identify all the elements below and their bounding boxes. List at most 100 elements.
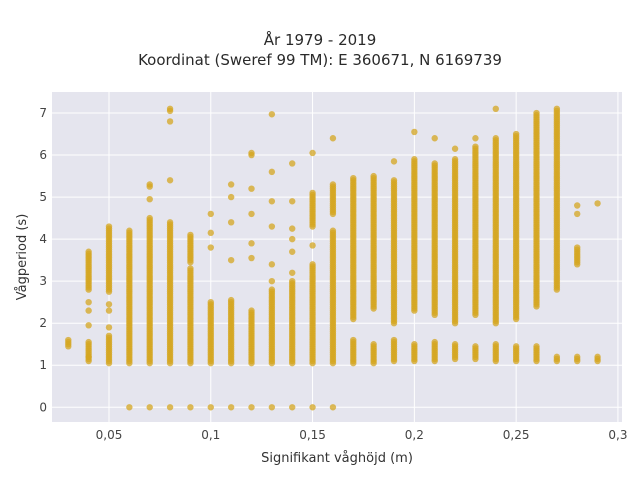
data-point bbox=[105, 307, 113, 314]
data-point bbox=[227, 296, 235, 304]
y-tick-label: 1 bbox=[39, 358, 47, 372]
data-point bbox=[492, 135, 499, 142]
data-point bbox=[329, 135, 337, 142]
data-point bbox=[472, 143, 479, 150]
y-tick-label: 3 bbox=[39, 274, 47, 288]
data-point bbox=[309, 242, 316, 249]
data-point bbox=[411, 128, 418, 136]
data-point bbox=[227, 404, 235, 411]
data-point bbox=[553, 105, 561, 113]
data-point bbox=[187, 265, 194, 272]
data-point bbox=[85, 307, 92, 314]
data-point bbox=[472, 135, 479, 142]
data-point bbox=[451, 156, 459, 163]
data-point bbox=[268, 286, 276, 293]
x-tick-label: 0,15 bbox=[299, 428, 326, 442]
data-point bbox=[126, 227, 133, 234]
data-point bbox=[329, 227, 337, 234]
data-point bbox=[248, 307, 255, 314]
data-point bbox=[289, 198, 296, 205]
data-point bbox=[472, 343, 479, 350]
data-point bbox=[207, 404, 214, 411]
data-point bbox=[85, 298, 92, 306]
data-point bbox=[268, 261, 276, 268]
data-point bbox=[492, 341, 499, 348]
data-point bbox=[574, 210, 581, 218]
data-point bbox=[390, 158, 398, 165]
data-point bbox=[248, 185, 255, 192]
data-point bbox=[594, 353, 601, 361]
data-point bbox=[85, 322, 92, 329]
data-point bbox=[248, 254, 255, 262]
data-point bbox=[207, 298, 214, 306]
data-point bbox=[451, 145, 459, 152]
data-point bbox=[350, 336, 357, 344]
data-point bbox=[105, 301, 113, 308]
data-point bbox=[350, 174, 357, 182]
data-point bbox=[309, 149, 316, 157]
data-point bbox=[105, 324, 113, 331]
chart-title: År 1979 - 2019 bbox=[263, 31, 377, 49]
data-point bbox=[268, 111, 276, 118]
y-tick-label: 4 bbox=[39, 232, 47, 246]
data-point bbox=[451, 341, 459, 348]
data-point bbox=[85, 338, 92, 346]
x-tick-label: 0,05 bbox=[96, 428, 123, 442]
data-point bbox=[187, 404, 194, 411]
data-point bbox=[85, 353, 92, 361]
x-tick-label: 0,1 bbox=[201, 428, 220, 442]
data-point bbox=[248, 404, 255, 411]
data-point bbox=[370, 172, 377, 180]
data-point bbox=[390, 177, 398, 184]
data-point bbox=[431, 338, 438, 346]
data-point bbox=[207, 229, 214, 237]
data-point bbox=[512, 130, 520, 138]
data-point bbox=[411, 341, 418, 348]
y-tick-label: 2 bbox=[39, 316, 47, 330]
data-point bbox=[533, 109, 540, 117]
data-point bbox=[431, 135, 438, 142]
data-point bbox=[268, 223, 276, 230]
x-tick-label: 0,2 bbox=[405, 428, 424, 442]
data-point bbox=[553, 353, 561, 361]
x-tick-label: 0,25 bbox=[503, 428, 530, 442]
data-point bbox=[227, 219, 235, 226]
y-tick-label: 0 bbox=[39, 400, 47, 414]
data-point bbox=[146, 214, 153, 222]
y-tick-label: 7 bbox=[39, 106, 47, 120]
data-point bbox=[329, 181, 337, 188]
data-point bbox=[309, 261, 316, 268]
data-point bbox=[289, 248, 296, 255]
data-point bbox=[166, 177, 174, 184]
data-point bbox=[533, 343, 540, 350]
data-point bbox=[289, 235, 296, 243]
data-point bbox=[166, 219, 174, 226]
data-point bbox=[248, 240, 255, 247]
data-point bbox=[268, 168, 276, 176]
chart-subtitle: Koordinat (Sweref 99 TM): E 360671, N 61… bbox=[138, 51, 502, 69]
data-point bbox=[207, 244, 214, 251]
data-point bbox=[227, 181, 235, 188]
data-point bbox=[289, 269, 296, 276]
data-point bbox=[574, 353, 581, 361]
data-point bbox=[146, 195, 153, 203]
data-point bbox=[309, 189, 316, 197]
data-point bbox=[248, 210, 255, 218]
y-tick-label: 5 bbox=[39, 190, 47, 204]
data-point bbox=[187, 231, 194, 239]
data-point bbox=[329, 404, 337, 411]
data-point bbox=[227, 193, 235, 201]
data-point bbox=[268, 198, 276, 205]
data-point bbox=[289, 404, 296, 411]
y-tick-label: 6 bbox=[39, 148, 47, 162]
data-point bbox=[309, 404, 316, 411]
data-point bbox=[146, 404, 153, 411]
data-point bbox=[512, 343, 520, 350]
x-tick-label: 0,3 bbox=[608, 428, 627, 442]
data-point bbox=[268, 404, 276, 411]
data-point bbox=[65, 336, 72, 344]
scatter-series bbox=[65, 105, 601, 411]
data-point bbox=[390, 336, 398, 344]
